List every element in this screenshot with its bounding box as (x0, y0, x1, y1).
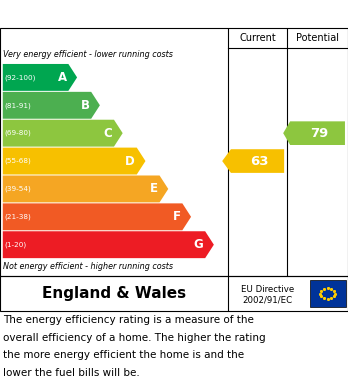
Text: overall efficiency of a home. The higher the rating: overall efficiency of a home. The higher… (3, 333, 266, 343)
Polygon shape (3, 231, 214, 258)
Text: Not energy efficient - higher running costs: Not energy efficient - higher running co… (3, 262, 174, 271)
Text: Very energy efficient - lower running costs: Very energy efficient - lower running co… (3, 50, 173, 59)
Polygon shape (3, 176, 168, 203)
Text: C: C (103, 127, 112, 140)
Polygon shape (3, 148, 145, 174)
Text: 63: 63 (250, 154, 269, 168)
Polygon shape (222, 149, 284, 173)
Text: (39-54): (39-54) (5, 186, 31, 192)
Text: (55-68): (55-68) (5, 158, 31, 164)
Bar (310, 280, 346, 307)
Text: G: G (193, 238, 203, 251)
Polygon shape (283, 121, 345, 145)
Text: B: B (80, 99, 89, 112)
Text: Current: Current (239, 33, 276, 43)
Text: 2002/91/EC: 2002/91/EC (243, 295, 293, 304)
Text: the more energy efficient the home is and the: the more energy efficient the home is an… (3, 350, 245, 361)
Polygon shape (3, 120, 123, 147)
Text: (1-20): (1-20) (5, 242, 27, 248)
Polygon shape (3, 203, 191, 230)
Polygon shape (3, 92, 100, 119)
Text: E: E (150, 183, 158, 196)
Text: (81-91): (81-91) (5, 102, 31, 109)
Text: F: F (173, 210, 181, 223)
Text: (92-100): (92-100) (5, 74, 36, 81)
Text: The energy efficiency rating is a measure of the: The energy efficiency rating is a measur… (3, 315, 254, 325)
Text: D: D (125, 154, 135, 168)
Text: England & Wales: England & Wales (42, 286, 186, 301)
Text: (69-80): (69-80) (5, 130, 31, 136)
Text: EU Directive: EU Directive (241, 285, 294, 294)
Text: 79: 79 (310, 127, 329, 140)
Polygon shape (3, 64, 77, 91)
Text: lower the fuel bills will be.: lower the fuel bills will be. (3, 368, 140, 378)
Text: Potential: Potential (296, 33, 339, 43)
Text: Energy Efficiency Rating: Energy Efficiency Rating (7, 7, 209, 22)
Text: (21-38): (21-38) (5, 213, 31, 220)
Text: A: A (57, 71, 66, 84)
